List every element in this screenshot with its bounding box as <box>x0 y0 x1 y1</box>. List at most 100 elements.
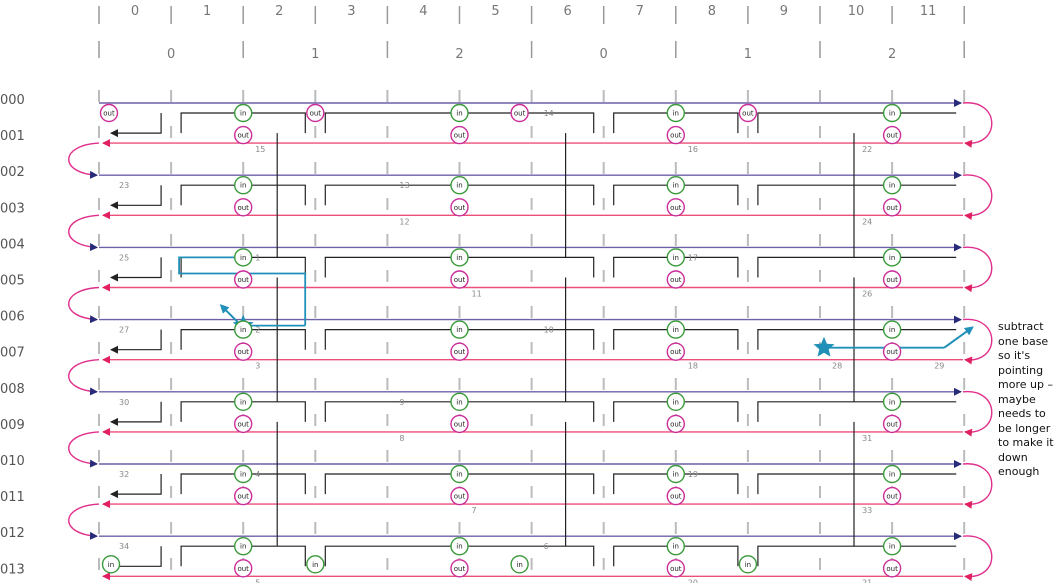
out-marker-label: out <box>237 565 249 573</box>
out-marker <box>450 559 469 578</box>
in-marker <box>450 392 469 411</box>
in-marker-label: in <box>673 543 679 551</box>
staple-segment <box>110 474 162 499</box>
out-marker <box>666 486 685 506</box>
in-marker-label: in <box>889 471 895 479</box>
in-marker <box>882 248 902 267</box>
out-marker-label: out <box>454 493 466 501</box>
left-loop <box>68 286 100 324</box>
in-marker-label: in <box>673 471 679 479</box>
in-marker <box>882 320 902 339</box>
out-marker <box>666 342 685 361</box>
out-marker <box>882 414 902 434</box>
in-marker <box>233 537 253 556</box>
out-marker-label: out <box>886 420 898 428</box>
left-loop <box>68 142 100 179</box>
strand-number: 31 <box>862 434 872 443</box>
column-label-top: 8 <box>708 4 716 19</box>
in-marker-label: in <box>673 182 679 190</box>
in-marker-label: in <box>240 182 246 190</box>
column-label-top: 1 <box>203 4 211 19</box>
out-marker <box>738 103 758 123</box>
in-marker <box>233 248 253 267</box>
column-labels: 0 1 2 3 4 5 6 7 8 9 10 11 0 1 2 0 1 2 <box>131 4 937 62</box>
strand-number: 27 <box>119 326 129 335</box>
highlight-star <box>813 336 835 357</box>
staple-segment <box>110 257 162 282</box>
in-marker-label: in <box>889 254 895 262</box>
out-marker-label: out <box>237 132 249 140</box>
strand-number: 6 <box>544 542 549 551</box>
in-marker-label: in <box>456 471 462 479</box>
out-marker <box>450 486 469 506</box>
in-marker <box>666 175 685 195</box>
out-marker-label: out <box>237 348 249 356</box>
in-marker <box>450 103 469 123</box>
out-marker-label: out <box>310 110 322 118</box>
strand-number: 25 <box>119 253 129 262</box>
out-marker-label: out <box>670 420 682 428</box>
staple-segment <box>110 113 162 138</box>
out-marker-label: out <box>886 276 898 284</box>
out-marker <box>233 559 253 578</box>
strand-number: 22 <box>862 145 872 154</box>
out-marker <box>306 103 325 123</box>
annotation-note: subtract one base so it's pointing more … <box>998 320 1054 478</box>
in-marker <box>666 537 685 556</box>
in-marker-label: in <box>745 561 751 569</box>
out-marker <box>882 486 902 506</box>
out-marker <box>450 125 469 145</box>
strand-number: 26 <box>862 290 872 299</box>
in-marker-label: in <box>673 254 679 262</box>
strand-number: 21 <box>862 578 872 583</box>
in-marker <box>666 248 685 267</box>
strand-number: 20 <box>688 578 698 583</box>
row-label: 007 <box>0 346 25 361</box>
out-marker-label: out <box>670 348 682 356</box>
in-marker-label: in <box>673 326 679 334</box>
out-marker <box>450 198 469 217</box>
staple-segment <box>757 184 957 206</box>
strand-number: 17 <box>688 253 698 262</box>
out-marker <box>233 125 253 145</box>
out-marker-label: out <box>454 420 466 428</box>
in-marker-label: in <box>456 254 462 262</box>
column-label-group: 2 <box>455 47 463 62</box>
column-label-top: 4 <box>419 4 427 19</box>
out-marker-label: out <box>670 204 682 212</box>
out-marker-label: out <box>454 132 466 140</box>
in-marker <box>233 392 253 411</box>
out-marker <box>882 198 902 217</box>
in-marker <box>101 555 121 574</box>
in-marker-label: in <box>516 561 522 569</box>
column-label-top: 3 <box>347 4 355 19</box>
row-label: 012 <box>0 526 25 541</box>
in-marker <box>450 320 469 339</box>
out-marker-label: out <box>454 276 466 284</box>
column-label-top: 10 <box>848 4 865 19</box>
staple-segment <box>110 546 162 571</box>
in-marker <box>882 392 902 411</box>
in-marker-label: in <box>312 561 318 569</box>
out-marker-label: out <box>886 493 898 501</box>
out-marker <box>666 414 685 434</box>
staple-segment <box>757 256 957 278</box>
out-marker-label: out <box>886 565 898 573</box>
column-label-group: 2 <box>888 47 896 62</box>
staple-segment <box>757 329 957 350</box>
strand-number: 9 <box>399 398 404 407</box>
row-label: 006 <box>0 310 25 325</box>
right-loop <box>962 246 993 293</box>
strand-number: 16 <box>688 145 698 154</box>
in-marker <box>510 555 529 574</box>
left-loop <box>68 503 100 540</box>
out-marker-label: out <box>886 204 898 212</box>
in-marker <box>233 103 253 123</box>
row-label: 004 <box>0 237 25 252</box>
out-marker-label: out <box>886 132 898 140</box>
strand-number: 8 <box>399 434 404 443</box>
strand-number: 29 <box>934 362 944 371</box>
strand-number: 14 <box>544 109 554 118</box>
out-marker-label: out <box>670 132 682 140</box>
